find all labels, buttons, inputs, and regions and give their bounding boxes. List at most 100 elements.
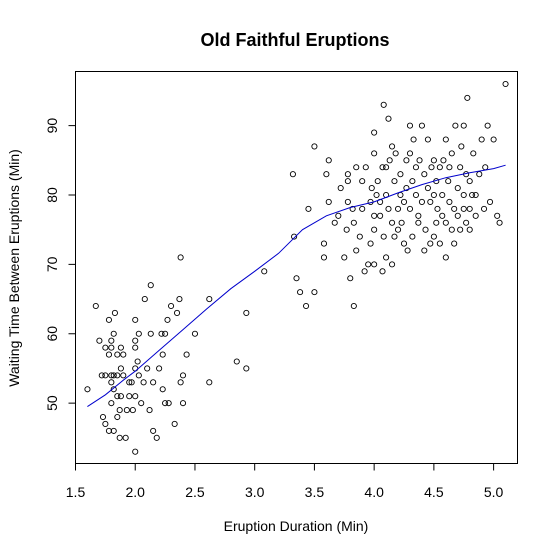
data-point [331, 219, 338, 226]
data-point [110, 427, 117, 434]
data-points [84, 80, 509, 455]
data-point [446, 164, 453, 171]
x-axis-title: Eruption Duration (Min) [224, 518, 369, 534]
data-point [494, 212, 501, 219]
data-point [448, 150, 455, 157]
data-point [422, 226, 429, 233]
data-point [394, 226, 402, 233]
data-point [128, 379, 135, 386]
data-point [311, 289, 318, 296]
data-point [110, 330, 117, 337]
data-point [138, 400, 145, 407]
data-point [117, 393, 124, 400]
data-point [168, 302, 175, 310]
data-point [439, 191, 446, 199]
y-tick-label: 60 [44, 326, 60, 342]
data-point [377, 212, 384, 219]
data-point [389, 219, 396, 226]
data-point [424, 136, 431, 143]
data-point [349, 205, 356, 212]
data-point [463, 219, 470, 226]
data-point [427, 198, 434, 205]
data-point [451, 205, 458, 212]
data-point [114, 413, 121, 421]
data-point [344, 171, 351, 178]
data-point [261, 268, 268, 275]
data-point [392, 150, 399, 157]
data-point [361, 268, 368, 275]
data-point [344, 178, 351, 185]
data-point [132, 344, 139, 351]
data-point [379, 164, 386, 171]
data-point [233, 358, 240, 365]
data-point [96, 337, 103, 344]
data-point [440, 157, 447, 164]
data-point [147, 282, 154, 289]
data-point [400, 198, 408, 205]
fit-line-group [87, 164, 506, 408]
data-point [367, 240, 374, 247]
data-point [442, 136, 449, 143]
data-point [391, 178, 398, 185]
data-point [481, 205, 488, 212]
data-point [430, 157, 437, 164]
data-point [179, 400, 187, 407]
data-point [445, 178, 452, 185]
data-point [325, 157, 332, 164]
data-point [379, 268, 386, 275]
x-tick-label: 2.5 [185, 484, 205, 500]
data-point [436, 240, 443, 247]
data-point [484, 122, 491, 129]
data-point [164, 316, 171, 323]
data-point [206, 379, 213, 386]
x-tick-label: 3.0 [245, 484, 265, 500]
x-tick-label: 1.5 [66, 484, 86, 500]
y-tick-label: 70 [44, 256, 60, 272]
data-point [400, 240, 408, 247]
data-point [305, 205, 312, 212]
data-point [452, 122, 459, 129]
data-point [353, 164, 360, 171]
data-point [365, 261, 372, 268]
data-point [409, 233, 416, 240]
data-point [371, 261, 378, 268]
data-point [359, 205, 366, 212]
data-point [243, 365, 250, 372]
data-point [436, 164, 443, 171]
data-point [460, 122, 467, 129]
data-point [206, 296, 213, 303]
data-point [102, 420, 109, 428]
data-point [147, 330, 154, 337]
data-point [123, 407, 130, 414]
data-point [162, 330, 169, 337]
x-axis: 1.5 2.0 2.5 3.0 3.5 4.0 4.5 5.0 [66, 463, 504, 500]
data-point [117, 344, 124, 351]
data-point [135, 330, 142, 337]
data-point [496, 219, 503, 226]
data-point [457, 164, 464, 171]
data-point [418, 198, 425, 205]
data-point [466, 205, 473, 212]
data-point [111, 309, 118, 316]
data-point [446, 198, 453, 205]
data-point [350, 302, 357, 310]
data-point [403, 157, 410, 164]
x-tick-label: 5.0 [484, 484, 504, 500]
data-point [433, 219, 440, 226]
data-point [122, 434, 129, 441]
data-point [325, 198, 332, 205]
data-point [404, 247, 411, 254]
data-point [472, 191, 479, 199]
data-point [179, 372, 187, 379]
data-point [469, 191, 476, 199]
data-point [129, 407, 136, 414]
smoothed-fit-line [87, 164, 506, 408]
data-point [490, 136, 497, 143]
data-point [126, 393, 133, 400]
data-point [108, 344, 115, 351]
data-point [173, 309, 181, 316]
y-tick-label: 90 [44, 118, 60, 134]
data-point [120, 372, 127, 379]
data-point [108, 337, 115, 344]
data-point [102, 344, 109, 351]
